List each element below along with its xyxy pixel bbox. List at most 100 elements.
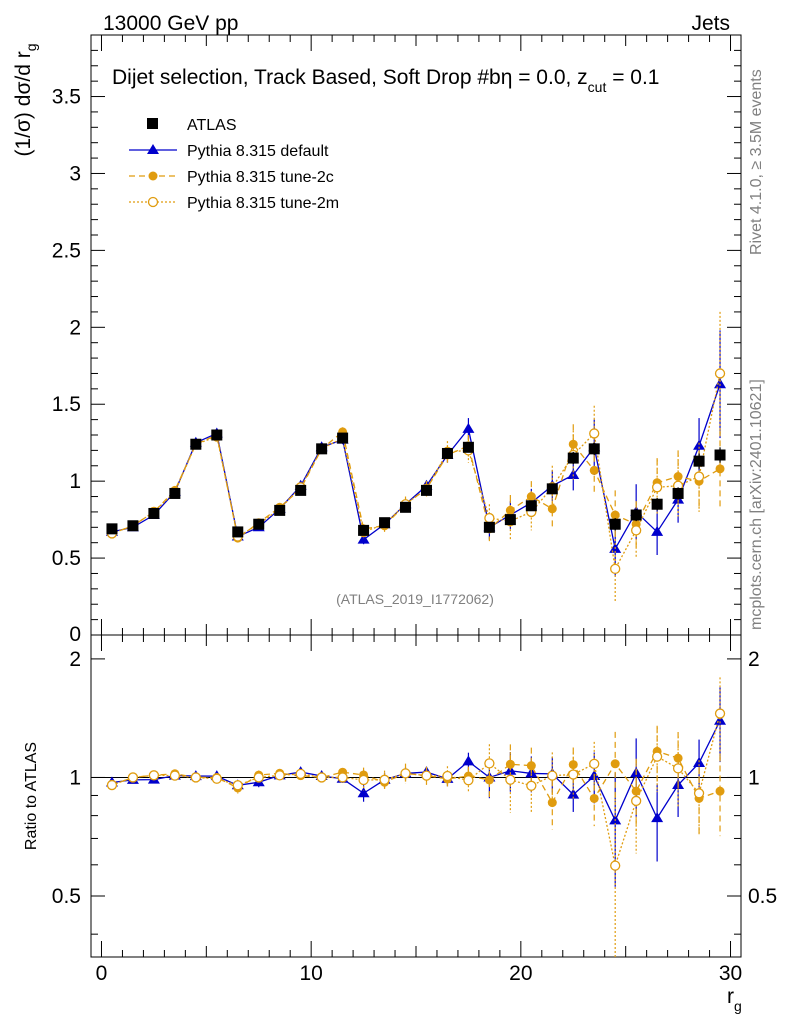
main-point-tune2c xyxy=(547,504,557,514)
ratio-ytick-label-right: 1 xyxy=(748,766,760,789)
main-axes: 0.5 1 1.5 2 2.5 3 3.5 0 xyxy=(52,35,741,646)
ratio-point-tune2c xyxy=(631,786,641,796)
ratio-point-tune2m xyxy=(526,780,537,791)
ratio-point-default xyxy=(714,714,727,725)
main-point-tune2c xyxy=(526,492,536,502)
legend-marker-default xyxy=(147,144,159,154)
ratio-point-tune2m xyxy=(274,770,285,781)
main-ylabel: (1/σ) dσ/d rg xyxy=(12,43,39,156)
main-point-data xyxy=(148,507,160,519)
main-point-data xyxy=(567,452,579,464)
legend-label-tune2m: Pythia 8.315 tune-2m xyxy=(187,195,339,212)
main-point-data xyxy=(630,509,642,521)
legend-label-atlas: ATLAS xyxy=(187,117,237,134)
main-point-default xyxy=(567,469,580,479)
main-point-data xyxy=(588,443,600,455)
legend-marker-atlas xyxy=(147,118,158,129)
ratio-point-tune2m xyxy=(693,788,705,799)
ratio-series-tune2m xyxy=(106,677,726,957)
main-point-data xyxy=(127,520,139,532)
ratio-point-tune2c xyxy=(589,793,599,803)
ratio-point-tune2c xyxy=(568,760,578,770)
svg-text:(1/σ) dσ/d rg: (1/σ) dσ/d rg xyxy=(12,43,39,156)
ratio-point-tune2m xyxy=(421,770,432,781)
ratio-point-tune2m xyxy=(358,774,369,786)
main-point-data xyxy=(546,483,558,495)
ratio-point-tune2m xyxy=(484,758,495,769)
main-point-default xyxy=(693,439,706,450)
header-jets: Jets xyxy=(691,12,730,35)
main-ytick-label: 0.5 xyxy=(52,547,81,570)
main-ytick-label: 3.5 xyxy=(52,86,81,109)
main-point-tune2m xyxy=(693,471,705,482)
main-point-tune2m xyxy=(484,512,495,524)
ratio-point-tune2c xyxy=(526,761,536,771)
ratio-ytick-label-right: 2 xyxy=(748,648,760,671)
legend-marker-tune2c xyxy=(148,171,158,181)
main-point-tune2m xyxy=(610,563,621,574)
svg-text:mcplots.cern.ch [arXiv:2401.10: mcplots.cern.ch [arXiv:2401.10621] xyxy=(748,379,765,630)
main-line-default xyxy=(111,384,721,551)
main-ytick-label: 1 xyxy=(69,470,81,493)
legend-label-tune2c: Pythia 8.315 tune-2c xyxy=(187,169,334,186)
ratio-point-tune2m xyxy=(400,768,411,779)
main-point-data xyxy=(400,501,412,513)
ratio-ytick-label: 2 xyxy=(69,648,81,671)
ratio-point-tune2m xyxy=(568,769,579,780)
ratio-point-tune2m xyxy=(253,772,264,783)
main-series-data xyxy=(106,429,726,538)
ratio-point-default xyxy=(357,787,370,798)
ratio-point-tune2m xyxy=(714,708,726,719)
ratio-point-tune2m xyxy=(316,772,327,783)
ratio-point-tune2m xyxy=(190,772,201,783)
ratio-point-tune2m xyxy=(379,774,390,785)
ratio-series xyxy=(105,677,727,957)
legend-marker-tune2m xyxy=(147,196,159,208)
ratio-point-tune2m xyxy=(148,770,160,781)
ratio-point-tune2m xyxy=(169,770,181,781)
legend: ATLAS Pythia 8.315 default Pythia 8.315 … xyxy=(129,117,339,212)
ratio-point-tune2m xyxy=(295,768,306,780)
main-point-data xyxy=(672,487,684,499)
ratio-point-tune2m xyxy=(589,758,600,770)
ratio-xtick-label: 0 xyxy=(96,962,108,985)
ratio-point-tune2m xyxy=(651,751,663,762)
main-line-tune2m xyxy=(111,373,721,571)
ratio-point-tune2c xyxy=(547,798,557,808)
header-process: 13000 GeV pp xyxy=(103,12,238,35)
ratio-line-tune2m xyxy=(111,713,721,869)
ratio-xlabel: rg xyxy=(727,985,742,1014)
main-line-tune2c xyxy=(111,430,721,540)
main-point-data xyxy=(316,443,328,455)
ratio-point-tune2c xyxy=(610,759,620,769)
main-point-default xyxy=(462,422,475,433)
mcplots-label: mcplots.cern.ch [arXiv:2401.10621] xyxy=(748,379,765,630)
ratio-point-tune2c xyxy=(715,786,725,796)
ratio-point-default xyxy=(462,755,475,766)
main-point-tune2m xyxy=(714,368,726,379)
main-point-tune2m xyxy=(631,525,642,536)
ratio-point-tune2m xyxy=(127,772,139,783)
main-point-tune2c xyxy=(715,464,725,474)
ratio-point-tune2m xyxy=(337,772,348,783)
main-point-data xyxy=(169,487,181,499)
ratio-ytick-label-right: 0.5 xyxy=(748,885,777,908)
main-point-default xyxy=(357,533,370,544)
ratio-point-tune2m xyxy=(547,770,558,781)
ratio-point-tune2m xyxy=(463,775,474,786)
main-point-data xyxy=(441,447,453,459)
main-series-tune2m xyxy=(106,311,726,603)
main-point-data xyxy=(504,514,516,526)
main-ytick-label: 2 xyxy=(69,316,81,339)
main-point-default xyxy=(714,378,727,389)
main-series xyxy=(105,311,727,603)
main-title: Dijet selection, Track Based, Soft Drop … xyxy=(112,66,660,95)
main-series-default xyxy=(105,330,727,577)
main-point-data xyxy=(609,518,621,530)
main-point-data xyxy=(714,449,726,461)
ratio-point-tune2m xyxy=(211,773,222,784)
ratio-xtick-label: 20 xyxy=(509,962,532,985)
svg-text:Ratio to ATLAS: Ratio to ATLAS xyxy=(23,742,40,850)
ratio-point-tune2m xyxy=(610,860,621,871)
main-point-tune2c xyxy=(589,465,599,475)
